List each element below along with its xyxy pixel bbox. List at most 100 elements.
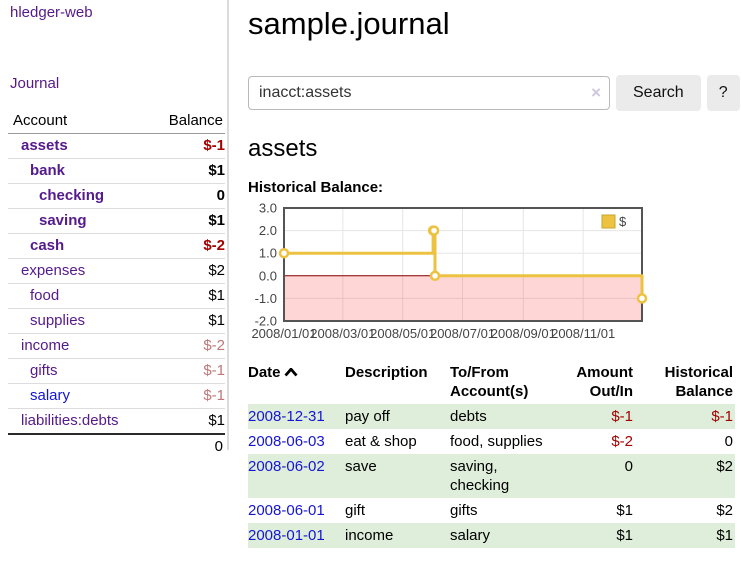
tx-accounts: food, supplies xyxy=(450,433,543,450)
svg-text:0.0: 0.0 xyxy=(259,268,277,283)
account-cell: income xyxy=(8,334,152,359)
col-header-date[interactable]: Date xyxy=(248,361,345,404)
tx-balance: $2 xyxy=(716,458,733,475)
chart-title: Historical Balance: xyxy=(248,179,384,196)
tx-amount: $1 xyxy=(616,502,633,519)
nav-journal-link[interactable]: Journal xyxy=(10,75,60,92)
tx-accounts: gifts xyxy=(450,502,478,519)
account-balance: $-1 xyxy=(203,387,225,404)
tx-balance: 0 xyxy=(724,433,733,450)
account-row: salary $-1 xyxy=(8,383,225,409)
svg-text:3.0: 3.0 xyxy=(259,202,277,216)
accounts-total-row: 0 xyxy=(8,433,225,459)
account-link[interactable]: cash xyxy=(30,237,65,254)
account-row: supplies $1 xyxy=(8,308,225,334)
transaction-row: 2008-06-03 eat & shop food, supplies $-2 0 xyxy=(248,429,735,454)
accounts-header-account: Account xyxy=(13,112,68,129)
sidebar: hledger-web Journal Account Balance asse… xyxy=(0,0,229,459)
account-cell: supplies xyxy=(8,309,152,334)
tx-amount: $-2 xyxy=(611,433,633,450)
account-cell: saving xyxy=(8,209,152,234)
tx-date-link[interactable]: 2008-12-31 xyxy=(248,408,325,425)
account-cell: salary xyxy=(8,384,152,409)
account-row: income $-2 xyxy=(8,333,225,359)
tx-description: eat & shop xyxy=(345,433,417,450)
account-cell: cash xyxy=(8,234,152,259)
account-row: saving $1 xyxy=(8,208,225,234)
search-input[interactable] xyxy=(248,76,610,110)
svg-text:$: $ xyxy=(619,214,627,229)
transaction-row: 2008-06-02 save saving, checking 0 $2 xyxy=(248,454,735,498)
tx-date-link[interactable]: 2008-06-02 xyxy=(248,458,325,475)
brand-link[interactable]: hledger-web xyxy=(10,4,93,21)
accounts-table: Account Balance assets $-1 bank $1 checking 0… xyxy=(8,109,225,459)
account-link[interactable]: liabilities:debts xyxy=(21,412,119,429)
account-link[interactable]: checking xyxy=(39,187,105,204)
account-cell: expenses xyxy=(8,259,152,284)
tx-description: pay off xyxy=(345,408,390,425)
account-balance: $1 xyxy=(208,212,225,229)
tx-amount: $1 xyxy=(616,527,633,544)
account-link[interactable]: salary xyxy=(30,387,71,404)
account-balance: $1 xyxy=(208,412,225,429)
account-balance: $1 xyxy=(208,162,225,179)
account-link[interactable]: saving xyxy=(39,212,87,229)
register-header-row: Date Description To/From Account(s) Amou… xyxy=(248,361,735,404)
tx-date-link[interactable]: 2008-01-01 xyxy=(248,527,325,544)
account-link[interactable]: bank xyxy=(30,162,66,179)
svg-text:2008/07/01: 2008/07/01 xyxy=(430,326,495,341)
account-link[interactable]: supplies xyxy=(30,312,86,329)
account-link[interactable]: food xyxy=(30,287,60,304)
svg-text:2008/09/01: 2008/09/01 xyxy=(491,326,556,341)
historical-balance-chart: $3.0 2.0 1.0 0.0 -1.0 -2.0 2008/01/01 2008/03/0… xyxy=(248,202,740,347)
account-link[interactable]: expenses xyxy=(21,262,86,279)
tx-date-cell: 2008-12-31 xyxy=(248,404,345,429)
account-balance: $2 xyxy=(208,262,225,279)
tx-date-link[interactable]: 2008-06-01 xyxy=(248,502,325,519)
account-row: checking 0 xyxy=(8,183,225,209)
svg-text:-1.0: -1.0 xyxy=(255,291,277,306)
account-balance: $-1 xyxy=(203,362,225,379)
svg-text:2008/11/01: 2008/11/01 xyxy=(551,326,615,341)
svg-text:2008/05/01: 2008/05/01 xyxy=(370,326,435,341)
account-row: expenses $2 xyxy=(8,258,225,284)
account-balance: $-2 xyxy=(203,237,225,254)
account-cell: assets xyxy=(8,134,152,159)
col-header-balance: Historical Balance xyxy=(664,364,733,400)
account-cell: checking xyxy=(8,184,152,209)
tx-balance: $2 xyxy=(716,502,733,519)
main-content: sample.journal × Search ? assets Histori… xyxy=(229,0,742,582)
account-link[interactable]: assets xyxy=(21,137,68,154)
account-cell: food xyxy=(8,284,152,309)
tx-date-link[interactable]: 2008-06-03 xyxy=(248,433,325,450)
svg-text:-2.0: -2.0 xyxy=(255,314,277,329)
account-link[interactable]: gifts xyxy=(30,362,58,379)
search-button[interactable]: Search xyxy=(616,75,701,111)
account-row: food $1 xyxy=(8,283,225,309)
tx-balance: $-1 xyxy=(711,408,733,425)
account-row: assets $-1 xyxy=(8,134,225,159)
col-header-date-label: Date xyxy=(248,364,281,381)
account-row: cash $-2 xyxy=(8,233,225,259)
clear-search-icon[interactable]: × xyxy=(591,83,601,102)
svg-text:2008/01/01: 2008/01/01 xyxy=(251,326,316,341)
help-button[interactable]: ? xyxy=(706,75,740,111)
tx-description: income xyxy=(345,527,394,544)
transaction-row: 2008-01-01 income salary $1 $1 xyxy=(248,523,735,548)
col-header-accounts: To/From Account(s) xyxy=(450,364,529,400)
sort-ascending-icon xyxy=(283,367,298,377)
tx-description: gift xyxy=(345,502,366,519)
account-row: liabilities:debts $1 xyxy=(8,408,225,435)
tx-date-cell: 2008-06-03 xyxy=(248,429,345,454)
tx-description: save xyxy=(345,458,377,475)
tx-date-cell: 2008-01-01 xyxy=(248,523,345,548)
account-link[interactable]: income xyxy=(21,337,70,354)
account-title: assets xyxy=(248,135,318,162)
account-balance: $-1 xyxy=(203,137,225,154)
accounts-header-balance: Balance xyxy=(168,112,223,129)
accounts-total-balance: 0 xyxy=(151,433,225,459)
svg-text:2.0: 2.0 xyxy=(259,223,277,238)
tx-accounts: saving, checking xyxy=(450,458,510,494)
account-cell: liabilities:debts xyxy=(8,409,152,435)
